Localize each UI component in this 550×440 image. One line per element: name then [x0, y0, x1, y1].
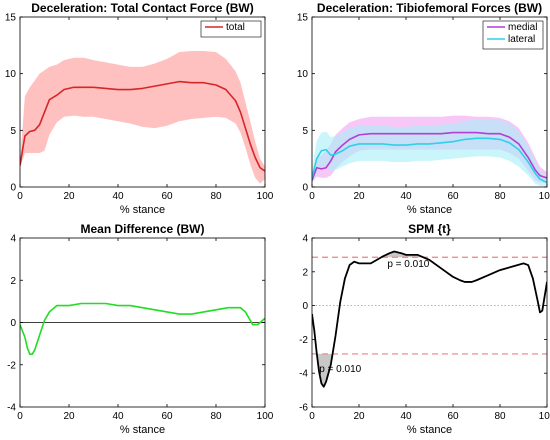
chart-panel-tibiofemoral-forces: 0 20 40 60 80 100 0 5 10 15 Deceleration: Tibiofem… — [297, 1, 550, 216]
y-tick-label: -2 — [7, 360, 16, 371]
x-tick-label: 40 — [400, 191, 412, 202]
x-tick-label: 20 — [63, 191, 75, 202]
y-tick-label: 15 — [297, 13, 309, 24]
x-tick-label: 60 — [161, 191, 173, 202]
y-tick-label: 5 — [302, 126, 308, 137]
x-tick-label: 0 — [17, 411, 23, 422]
x-tick-label: 100 — [539, 191, 550, 202]
y-tick-label: 0 — [302, 301, 308, 312]
x-tick-label: 100 — [539, 411, 550, 422]
x-tick-label: 0 — [17, 191, 23, 202]
y-tick-label: 10 — [5, 69, 17, 80]
series-line-0 — [20, 302, 265, 355]
y-tick-label: 2 — [302, 267, 308, 278]
legend-box — [482, 20, 544, 50]
x-tick-label: 20 — [353, 191, 365, 202]
x-axis-label: % stance — [120, 204, 165, 216]
y-tick-label: 10 — [297, 69, 309, 80]
y-tick-label: -2 — [299, 335, 308, 346]
y-tick-label: 0 — [10, 183, 16, 194]
chart-panel-spm-t: 0 20 40 60 80 100 -6 -4 -2 0 2 4 SPM {t} % stance p = … — [299, 222, 550, 436]
plot-frame — [311, 16, 548, 188]
p-value-annotation: p = 0.010 — [319, 364, 361, 375]
legend: total — [200, 20, 262, 38]
series-line-lateral — [312, 137, 547, 184]
x-tick-label: 20 — [353, 411, 365, 422]
x-tick-label: 0 — [309, 191, 315, 202]
x-axis-label: % stance — [407, 424, 452, 436]
plot-area — [20, 302, 265, 355]
chart-title: SPM {t} — [408, 222, 451, 236]
legend-label-medial: medial — [508, 22, 537, 33]
y-tick-label: 5 — [10, 126, 16, 137]
x-tick-label: 80 — [494, 411, 506, 422]
series-band-lateral — [312, 119, 547, 186]
chart-title: Deceleration: Total Contact Force (BW) — [31, 1, 253, 15]
x-tick-label: 0 — [309, 411, 315, 422]
y-tick-label: -4 — [299, 369, 308, 380]
plot-frame — [19, 16, 266, 188]
series-band-total — [20, 51, 265, 184]
x-tick-label: 100 — [257, 191, 274, 202]
x-tick-label: 80 — [210, 411, 222, 422]
x-tick-label: 80 — [210, 191, 222, 202]
x-tick-label: 40 — [400, 411, 412, 422]
plot-area — [312, 115, 547, 186]
legend-box — [200, 20, 262, 38]
plot-frame — [311, 237, 548, 408]
x-tick-label: 100 — [257, 411, 274, 422]
x-tick-label: 20 — [63, 411, 75, 422]
x-tick-label: 60 — [447, 411, 459, 422]
y-tick-label: 4 — [10, 234, 16, 245]
x-axis-label: % stance — [407, 204, 452, 216]
series-line-medial — [312, 131, 547, 181]
y-tick-label: 4 — [302, 234, 308, 245]
y-tick-label: 15 — [5, 13, 17, 24]
y-tick-label: -6 — [299, 403, 308, 414]
legend-label-lateral: lateral — [508, 34, 535, 45]
x-tick-label: 60 — [161, 411, 173, 422]
x-tick-label: 80 — [494, 191, 506, 202]
chart-title: Mean Difference (BW) — [80, 222, 204, 236]
y-tick-label: 2 — [10, 276, 16, 287]
x-tick-label: 60 — [447, 191, 459, 202]
x-tick-label: 40 — [112, 191, 124, 202]
chart-panel-total-contact-force: 0 20 40 60 80 100 0 5 10 15 Deceleration: Total Co… — [5, 1, 274, 216]
plot-area — [312, 250, 547, 388]
p-value-annotation: p = 0.010 — [387, 259, 429, 270]
plot-area — [20, 51, 265, 184]
y-tick-label: 0 — [302, 183, 308, 194]
legend-label-total: total — [226, 22, 245, 33]
chart-panel-mean-difference: 0 20 40 60 80 100 -4 -2 0 2 4 Mean Difference (BW)%… — [7, 222, 274, 436]
y-tick-label: -4 — [7, 403, 16, 414]
chart-title: Deceleration: Tibiofemoral Forces (BW) — [317, 1, 542, 15]
series-line-0 — [312, 250, 547, 388]
series-line-total — [20, 80, 265, 172]
x-axis-label: % stance — [120, 424, 165, 436]
y-tick-label: 0 — [10, 318, 16, 329]
x-tick-label: 40 — [112, 411, 124, 422]
